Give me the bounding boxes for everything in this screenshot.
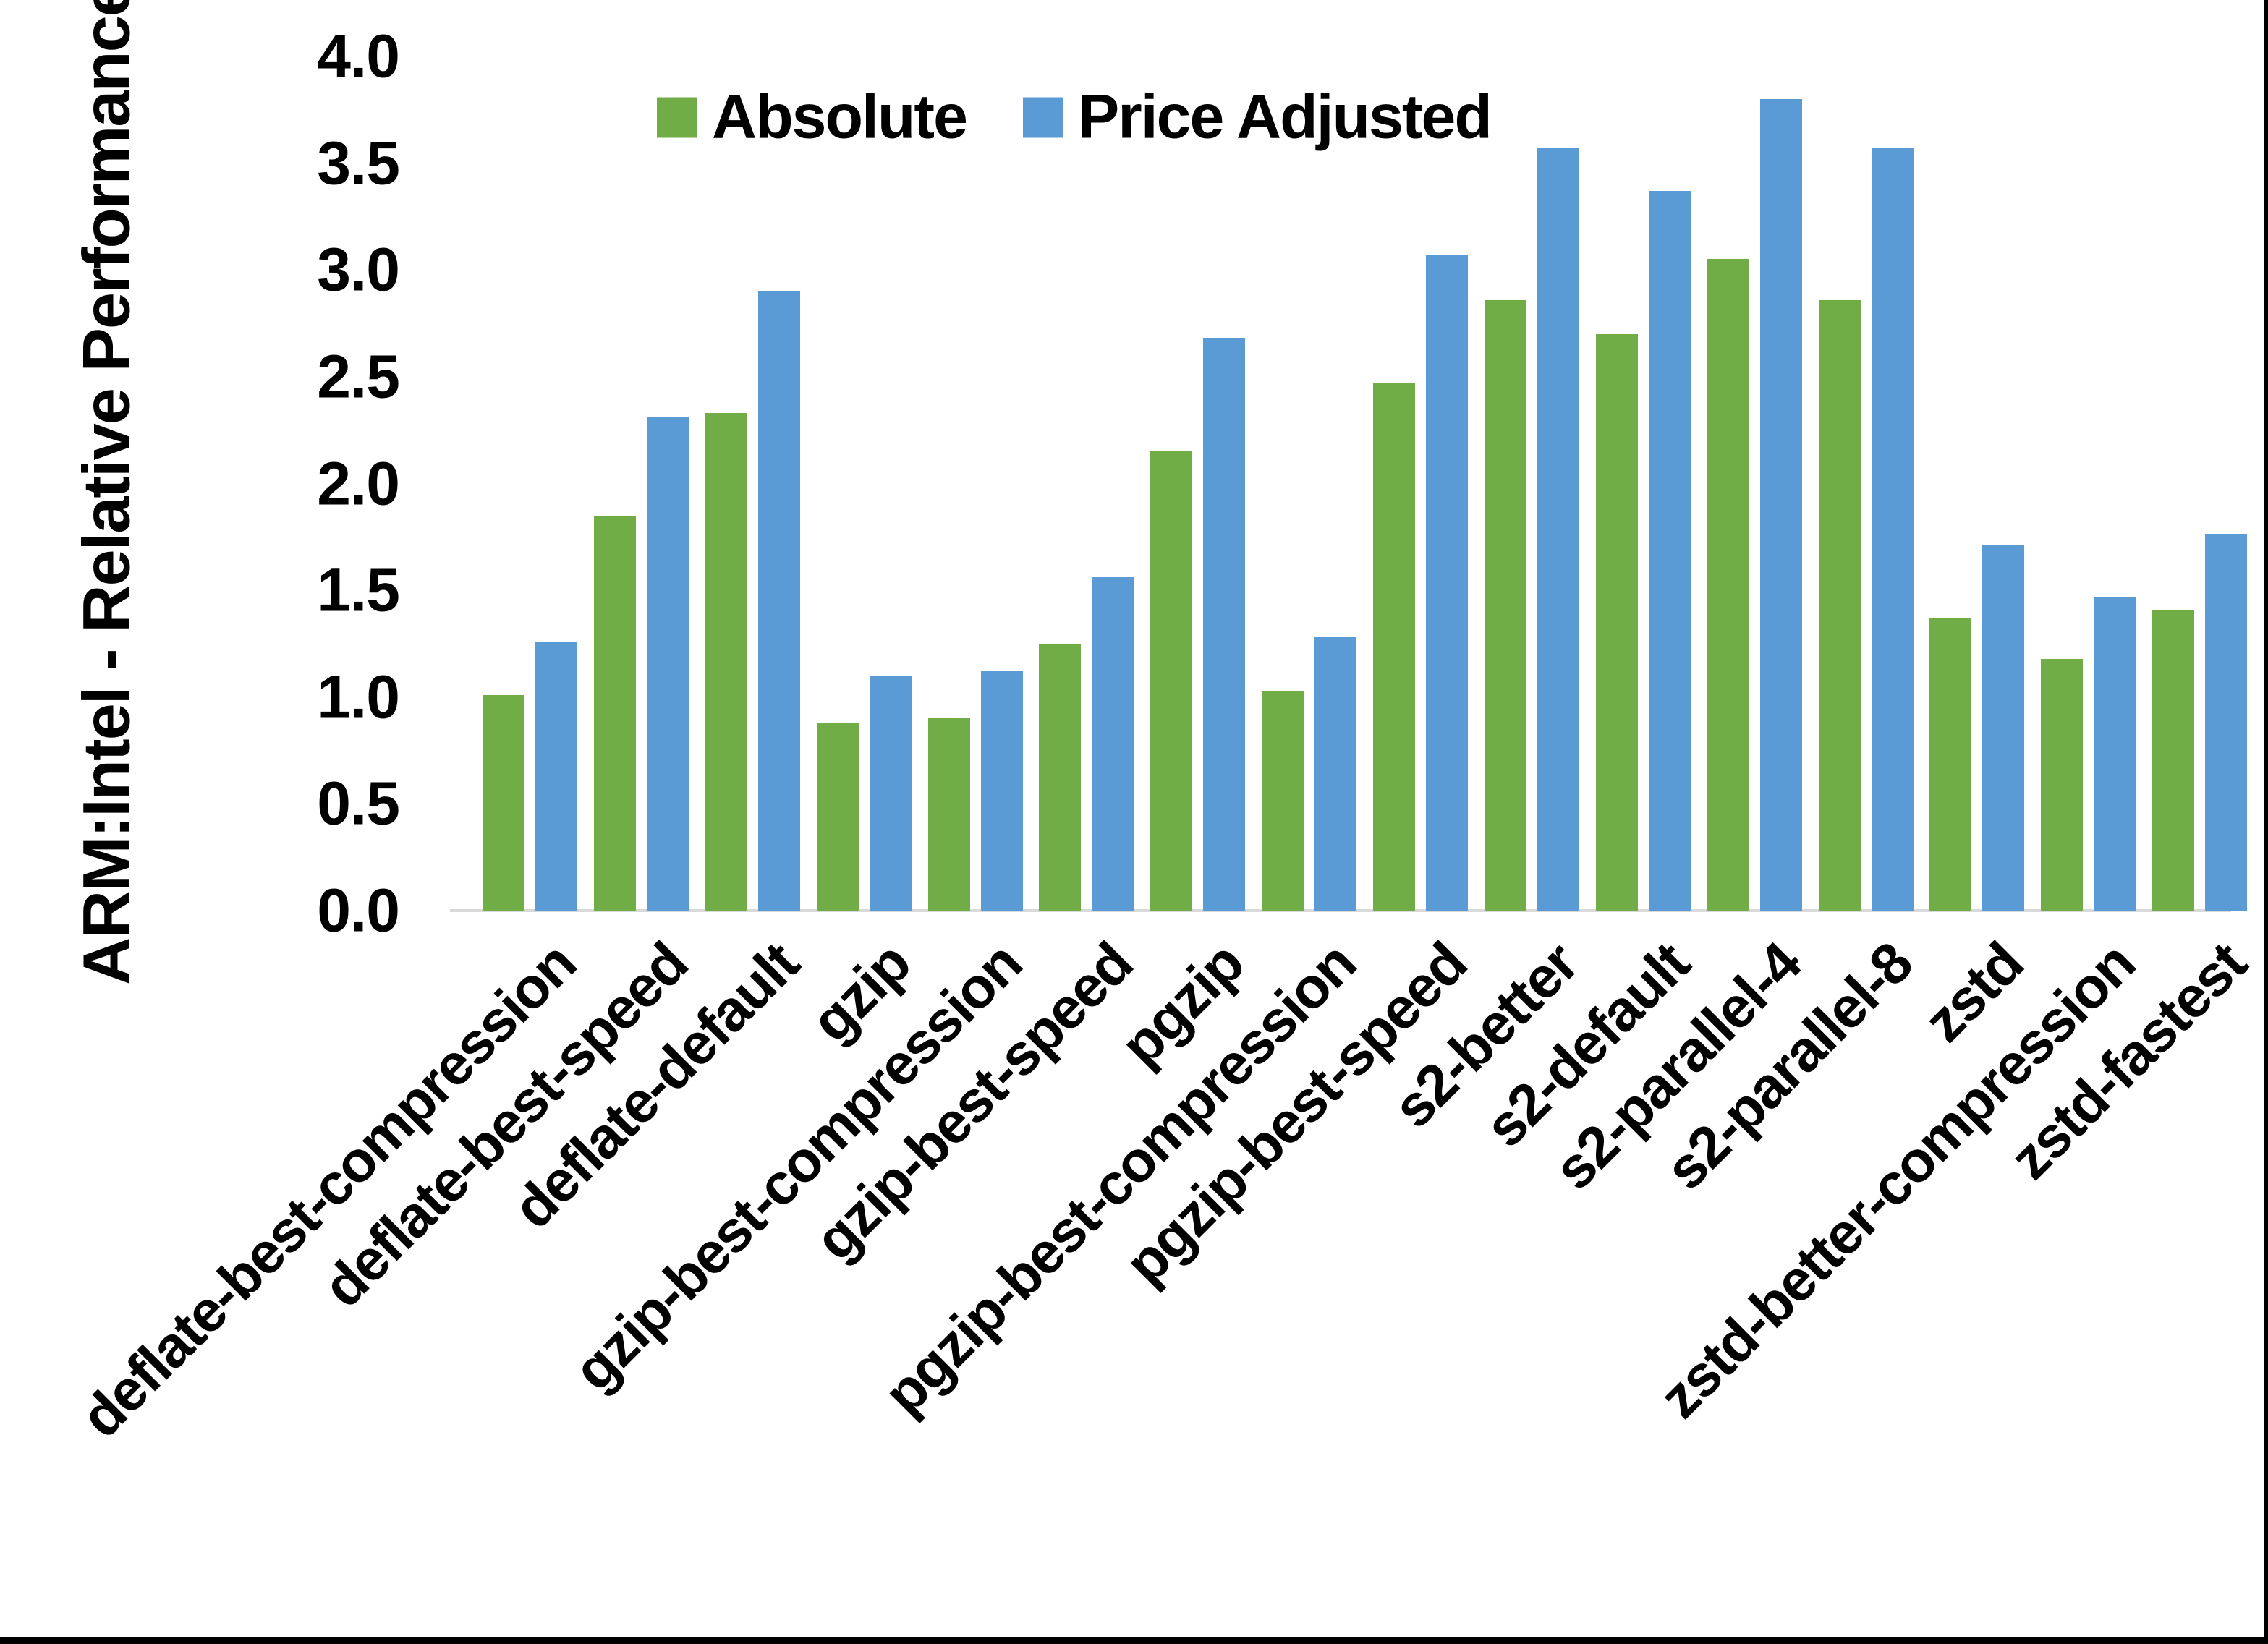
bar-price-adjusted-gzip-best-compression (980, 671, 1023, 911)
bar-price-adjusted-s2-better (1537, 148, 1579, 911)
bar-price-adjusted-s2-parallel-8 (1871, 148, 1914, 911)
y-tick-label: 2.5 (317, 342, 400, 411)
bar-price-adjusted-deflate-best-compression (535, 641, 577, 911)
legend: Absolute Price Adjusted (657, 82, 1492, 153)
right-border-line (2264, 0, 2268, 1644)
legend-item-absolute: Absolute (657, 82, 968, 153)
bar-price-adjusted-gzip (869, 676, 912, 911)
bar-absolute-pgzip-best-speed (1373, 383, 1415, 911)
bar-price-adjusted-zstd (1982, 545, 2025, 911)
bar-absolute-pgzip-best-compression (1262, 690, 1304, 911)
y-tick-label: 0.0 (317, 876, 400, 945)
x-axis-line (450, 909, 2231, 912)
bar-price-adjusted-zstd-better-compression (2094, 596, 2136, 911)
y-tick-label: 0.5 (317, 769, 400, 838)
bar-price-adjusted-gzip-best-speed (1092, 577, 1134, 911)
bar-price-adjusted-zstd-fastest (2205, 534, 2248, 911)
bar-absolute-s2-parallel-4 (1707, 259, 1749, 911)
bar-absolute-deflate-best-speed (593, 515, 636, 911)
bottom-border-line (0, 1637, 2268, 1644)
bar-absolute-gzip (816, 723, 859, 911)
bar-absolute-pgzip (1150, 451, 1193, 911)
bar-absolute-gzip-best-speed (1039, 643, 1082, 911)
y-tick-label: 3.5 (317, 129, 400, 197)
bar-price-adjusted-pgzip-best-speed (1426, 255, 1468, 911)
legend-label-absolute: Absolute (712, 82, 968, 152)
y-tick-label: 3.0 (317, 235, 400, 304)
bar-absolute-zstd-better-compression (2041, 658, 2084, 911)
bar-price-adjusted-deflate-default (757, 291, 800, 911)
y-tick-label: 4.0 (317, 22, 400, 90)
legend-swatch-absolute (657, 97, 697, 137)
bar-price-adjusted-pgzip-best-compression (1314, 637, 1357, 911)
bar-absolute-gzip-best-compression (927, 718, 970, 911)
bar-absolute-s2-parallel-8 (1818, 299, 1861, 911)
y-tick-label: 1.5 (317, 555, 400, 624)
y-tick-label: 2.0 (317, 449, 400, 517)
bar-absolute-deflate-default (705, 413, 747, 911)
bar-absolute-s2-better (1484, 299, 1526, 911)
bar-price-adjusted-s2-parallel-4 (1759, 99, 1802, 911)
bar-price-adjusted-deflate-best-speed (646, 417, 689, 911)
bar-price-adjusted-s2-default (1648, 191, 1691, 911)
legend-item-price-adjusted: Price Adjusted (1022, 82, 1492, 153)
bar-absolute-s2-default (1595, 333, 1638, 911)
y-tick-label: 1.0 (317, 663, 400, 731)
legend-label-price-adjusted: Price Adjusted (1077, 82, 1492, 152)
bar-absolute-zstd (1929, 618, 1972, 911)
bar-absolute-zstd-fastest (2152, 609, 2195, 911)
legend-swatch-price-adjusted (1022, 97, 1063, 137)
bar-absolute-deflate-best-compression (483, 694, 524, 911)
bar-price-adjusted-pgzip (1203, 338, 1246, 911)
